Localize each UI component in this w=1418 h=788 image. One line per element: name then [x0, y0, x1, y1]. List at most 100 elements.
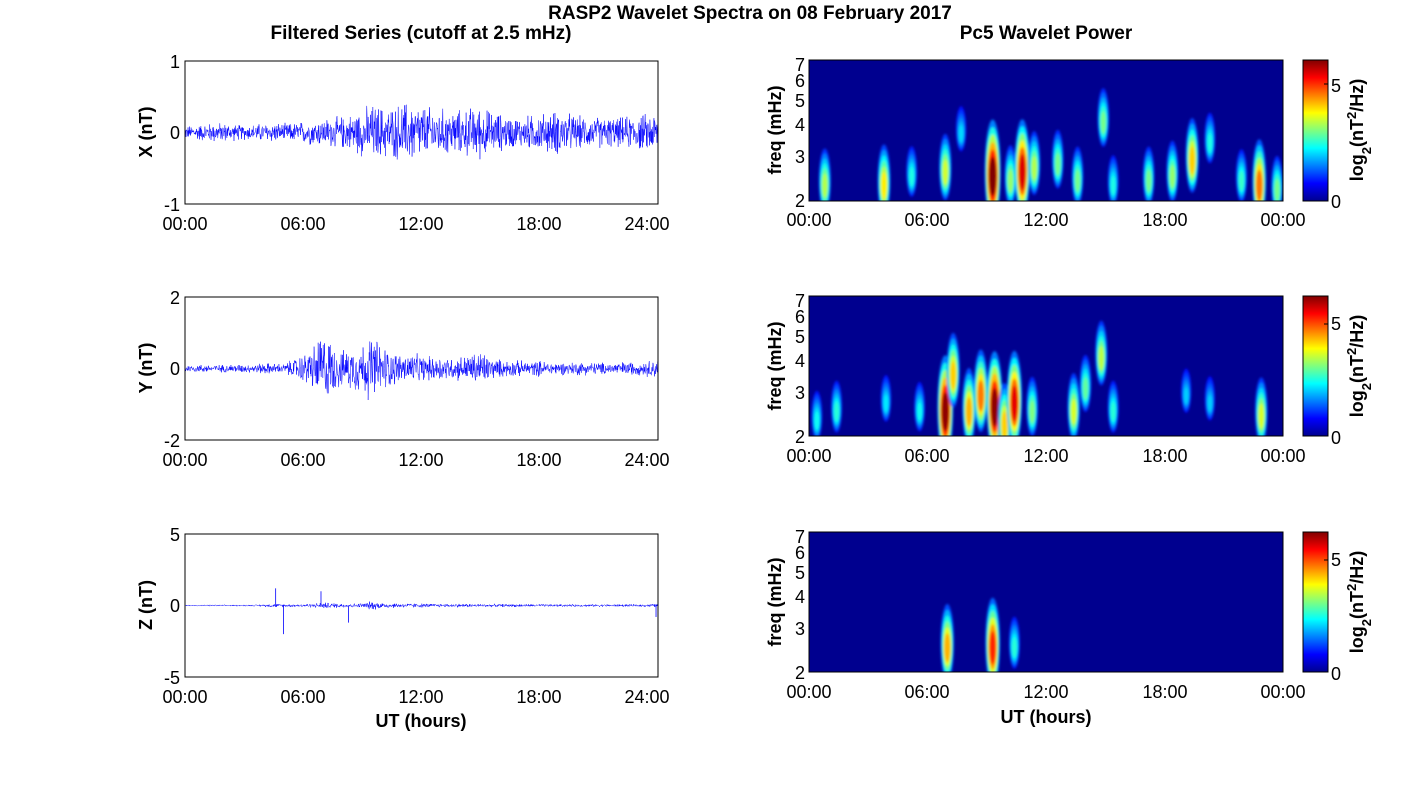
power-contour [1146, 169, 1152, 192]
colorbar-label: log2(nT2/Hz) [1344, 79, 1374, 181]
power-contour [1256, 170, 1263, 201]
x-tick-label: 12:00 [1023, 682, 1068, 702]
freq-ylabel: freq (mHz) [765, 557, 785, 646]
colorbar-label: log2(nT2/Hz) [1344, 315, 1374, 417]
colorbar-tick-label: 0 [1331, 428, 1341, 448]
power-contour [941, 392, 949, 432]
freq-tick-label: 6 [795, 543, 805, 563]
power-contour [950, 361, 957, 390]
power-contour [965, 397, 973, 427]
freq-tick-label: 7 [795, 291, 805, 311]
right-column-title: Pc5 Wavelet Power [960, 23, 1133, 44]
x-tick-label: 18:00 [516, 450, 561, 470]
y-tick-label: -1 [164, 195, 180, 215]
x-tick-label: 06:00 [280, 214, 325, 234]
spectrum-background [809, 532, 1283, 672]
freq-tick-label: 4 [795, 351, 805, 371]
power-contour [1007, 169, 1014, 193]
power-contour [1075, 169, 1081, 192]
power-contour [991, 388, 999, 427]
freq-tick-label: 7 [795, 527, 805, 547]
colorbar-tick-label: 5 [1331, 550, 1341, 570]
power-contour [1207, 395, 1213, 412]
x-tick-label: 12:00 [398, 214, 443, 234]
x-power-blobs [818, 88, 1283, 201]
x-tick-label: 06:00 [904, 210, 949, 230]
y-power-blobs [811, 320, 1268, 436]
power-contour [1011, 638, 1017, 658]
x-tick-label: 00:00 [1260, 210, 1305, 230]
y-tick-label: 2 [170, 288, 180, 308]
x-tick-label: 12:00 [398, 687, 443, 707]
x-power-panel: freq (mHz) 2 3 4 5 6 7 00:00 06:00 12:00… [765, 55, 1374, 230]
power-contour [1239, 170, 1244, 191]
x-tick-label: 24:00 [624, 214, 669, 234]
x-series-frame [184, 60, 659, 205]
power-contour [1258, 403, 1265, 429]
colorbar [1302, 295, 1329, 437]
freq-tick-label: 5 [795, 91, 805, 111]
z-series-frame [184, 533, 659, 678]
freq-tick-label: 3 [795, 383, 805, 403]
x-tick-label: 06:00 [280, 687, 325, 707]
power-contour [1018, 154, 1026, 191]
power-contour [1110, 402, 1116, 422]
freq-tick-label: 5 [795, 563, 805, 583]
x-tick-label: 24:00 [624, 687, 669, 707]
x-series-ylabel: X (nT) [136, 107, 156, 158]
right-xlabel: UT (hours) [1001, 707, 1092, 727]
x-tick-label: 18:00 [1142, 446, 1187, 466]
power-contour [1110, 176, 1116, 195]
freq-tick-label: 6 [795, 71, 805, 91]
y-series-ylabel: Y (nT) [136, 343, 156, 394]
x-tick-label: 06:00 [904, 446, 949, 466]
freq-tick-label: 2 [795, 663, 805, 683]
x-tick-label: 18:00 [1142, 210, 1187, 230]
x-tick-label: 00:00 [786, 446, 831, 466]
freq-tick-label: 6 [795, 307, 805, 327]
power-contour [881, 172, 887, 199]
power-contour [944, 633, 951, 663]
power-contour [1098, 346, 1105, 371]
x-tick-label: 00:00 [162, 214, 207, 234]
y-tick-label: 5 [170, 525, 180, 545]
power-contour [1031, 156, 1037, 181]
x-tick-label: 18:00 [516, 687, 561, 707]
power-contour [883, 394, 889, 413]
colorbar-label: log2(nT2/Hz) [1344, 551, 1374, 653]
x-tick-label: 12:00 [1023, 446, 1068, 466]
colorbar-tick-label: 0 [1331, 664, 1341, 684]
freq-tick-label: 3 [795, 619, 805, 639]
y-tick-label: 0 [170, 123, 180, 143]
freq-tick-label: 2 [795, 191, 805, 211]
x-series-trace [185, 104, 658, 160]
power-contour [1001, 411, 1008, 436]
series-line [185, 601, 658, 610]
power-contour [1183, 387, 1189, 405]
x-tick-label: 12:00 [1023, 210, 1068, 230]
power-contour [814, 411, 820, 430]
x-series-panel: X (nT) 1 0 -1 00:00 06:00 12:00 18:00 24… [136, 52, 670, 234]
x-tick-label: 00:00 [786, 210, 831, 230]
figure-title: RASP2 Wavelet Spectra on 08 February 201… [548, 3, 952, 24]
z-power-panel: freq (mHz) 2 3 4 5 6 7 00:00 06:00 12:00… [765, 527, 1374, 727]
freq-ylabel: freq (mHz) [765, 321, 785, 410]
x-tick-label: 00:00 [1260, 446, 1305, 466]
x-tick-label: 06:00 [904, 682, 949, 702]
power-contour [917, 402, 922, 422]
y-series-trace [185, 341, 658, 400]
power-contour [1207, 133, 1213, 153]
x-tick-label: 00:00 [1260, 682, 1305, 702]
x-power-frame [808, 59, 1284, 202]
z-series-panel: Z (nT) 5 0 -5 00:00 06:00 12:00 18:00 24… [136, 525, 670, 731]
y-tick-label: 1 [170, 52, 180, 72]
y-power-panel: freq (mHz) 2 3 4 5 6 7 00:00 06:00 12:00… [765, 291, 1374, 466]
series-line [185, 341, 658, 400]
power-contour [909, 167, 915, 186]
power-contour [958, 125, 964, 143]
power-contour [989, 157, 997, 196]
power-contour [1100, 111, 1106, 134]
x-tick-label: 00:00 [162, 450, 207, 470]
colorbar-tick-label: 5 [1331, 314, 1341, 334]
